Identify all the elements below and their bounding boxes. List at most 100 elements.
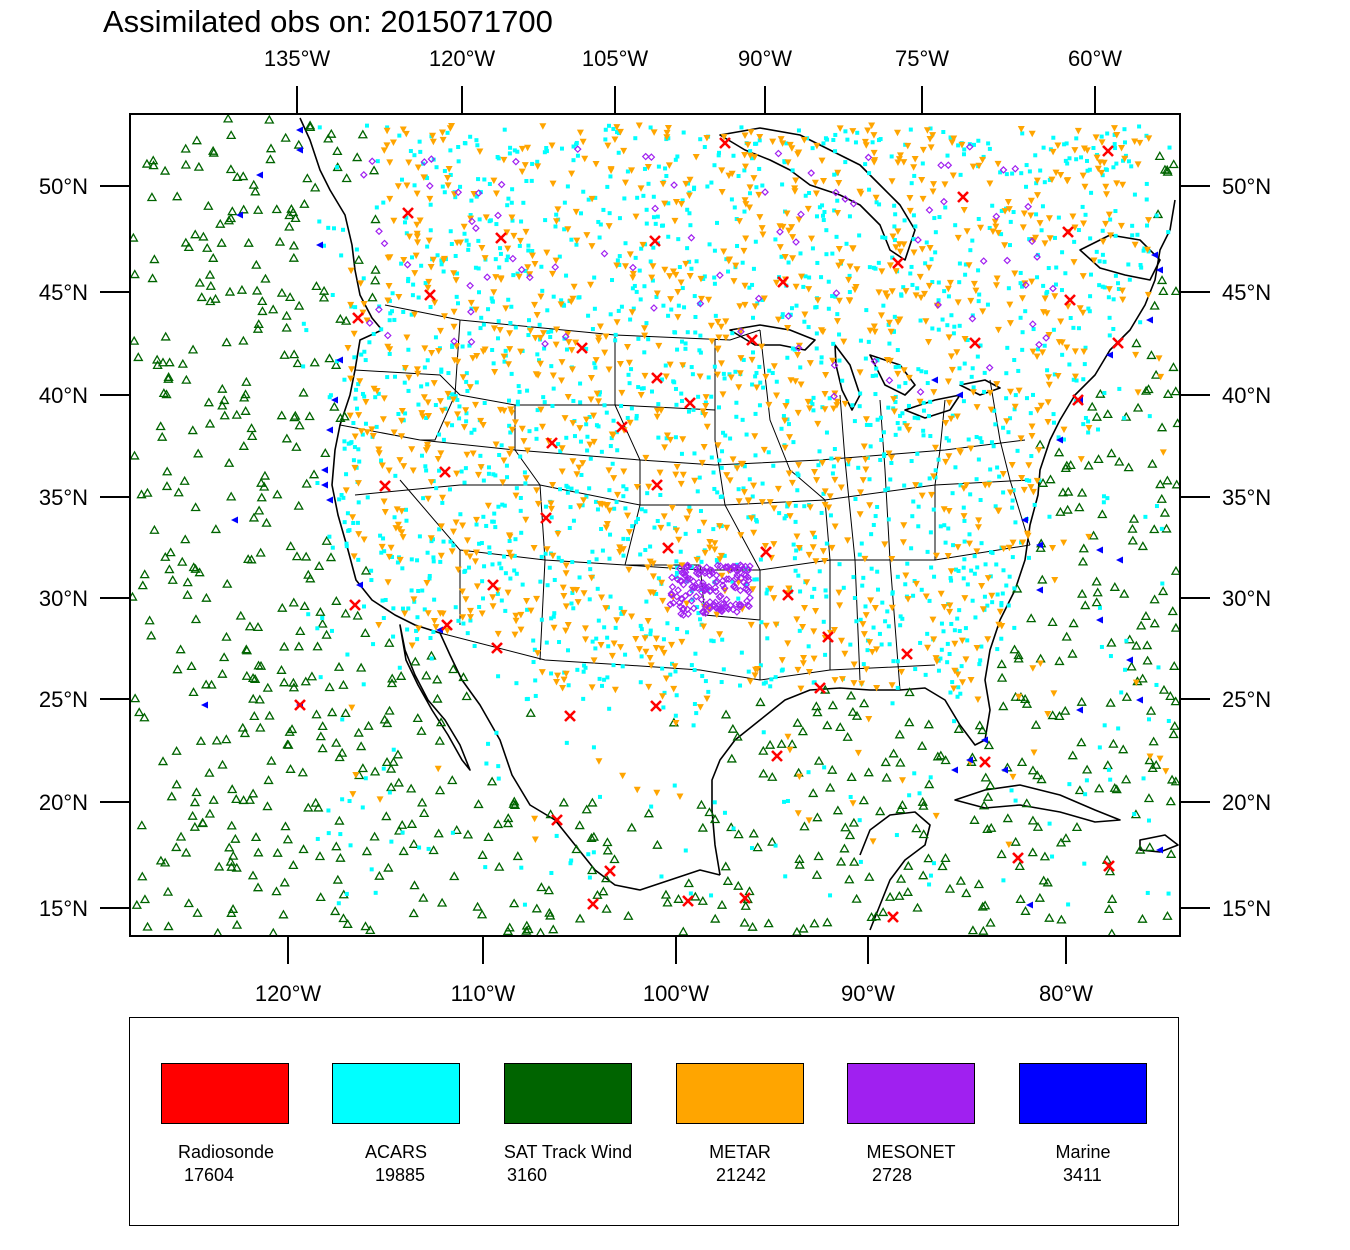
obs-marker-square bbox=[511, 273, 516, 278]
obs-marker-triangle-down bbox=[1017, 435, 1025, 442]
obs-marker-triangle-up bbox=[733, 829, 744, 839]
obs-marker-square bbox=[549, 671, 554, 676]
obs-marker-triangle-down bbox=[569, 586, 577, 594]
obs-marker-diamond bbox=[641, 152, 650, 161]
obs-marker-square bbox=[750, 282, 755, 287]
obs-marker-square bbox=[617, 254, 622, 259]
obs-marker-triangle-up bbox=[146, 192, 158, 202]
obs-marker-triangle-up bbox=[418, 892, 429, 902]
obs-marker-triangle-down bbox=[833, 398, 841, 406]
obs-marker-square bbox=[820, 213, 825, 218]
obs-marker-triangle-down bbox=[1036, 660, 1044, 667]
legend-count: 3411 bbox=[1063, 1165, 1102, 1185]
obs-marker-square bbox=[687, 211, 692, 216]
obs-marker-triangle-up bbox=[289, 349, 300, 359]
obs-marker-square bbox=[954, 668, 959, 673]
obs-marker-square bbox=[921, 408, 926, 413]
obs-marker-diamond bbox=[672, 592, 681, 601]
obs-marker-square bbox=[689, 365, 694, 370]
obs-marker-triangle-down bbox=[443, 627, 451, 635]
obs-marker-triangle-up bbox=[217, 759, 228, 769]
obs-marker-triangle-up bbox=[338, 913, 349, 923]
obs-marker-triangle-up bbox=[312, 641, 323, 651]
obs-marker-square bbox=[378, 533, 383, 538]
obs-marker-triangle-down bbox=[637, 391, 645, 399]
obs-marker-triangle-down bbox=[1085, 533, 1093, 541]
obs-marker-square bbox=[401, 418, 406, 423]
obs-marker-triangle-down bbox=[618, 389, 626, 397]
obs-marker-triangle-down bbox=[999, 470, 1007, 478]
obs-marker-square bbox=[700, 674, 705, 679]
obs-marker-square bbox=[562, 303, 567, 308]
obs-marker-diamond bbox=[686, 588, 694, 597]
obs-marker-triangle-up bbox=[1149, 618, 1160, 628]
obs-marker-square bbox=[374, 424, 379, 429]
obs-marker-square bbox=[826, 279, 831, 284]
obs-marker-triangle-up bbox=[678, 926, 689, 936]
obs-marker-square bbox=[656, 164, 661, 169]
obs-marker-triangle-down bbox=[735, 218, 743, 225]
obs-marker-triangle-up bbox=[183, 242, 194, 252]
obs-marker-triangle-down bbox=[725, 257, 733, 265]
obs-marker-square bbox=[958, 483, 963, 488]
obs-marker-triangle-down bbox=[821, 406, 829, 413]
obs-marker-triangle-up bbox=[673, 894, 684, 903]
obs-marker-triangle-down bbox=[902, 288, 910, 295]
obs-marker-x bbox=[349, 599, 361, 611]
obs-marker-triangle-down bbox=[602, 524, 610, 532]
obs-marker-square bbox=[559, 146, 564, 151]
obs-marker-triangle-up bbox=[523, 924, 534, 934]
obs-marker-triangle-down bbox=[747, 621, 755, 629]
obs-marker-square bbox=[534, 436, 539, 441]
obs-marker-square bbox=[817, 205, 822, 210]
obs-marker-triangle-up bbox=[918, 800, 929, 810]
obs-marker-square bbox=[495, 591, 500, 596]
obs-marker-triangle-down bbox=[862, 666, 870, 673]
obs-marker-square bbox=[425, 358, 430, 363]
obs-marker-square bbox=[992, 408, 997, 413]
obs-marker-triangle-down bbox=[537, 334, 545, 342]
obs-marker-triangle-down bbox=[616, 361, 624, 368]
obs-marker-square bbox=[712, 281, 717, 286]
obs-marker-triangle-down bbox=[1005, 544, 1013, 552]
obs-marker-triangle-down bbox=[806, 504, 814, 511]
obs-marker-triangle-down bbox=[492, 190, 500, 198]
obs-marker-square bbox=[446, 371, 451, 376]
obs-marker-triangle-down bbox=[1045, 332, 1053, 339]
obs-marker-square bbox=[1018, 281, 1023, 286]
obs-marker-square bbox=[601, 207, 606, 212]
obs-marker-triangle-up bbox=[190, 502, 201, 512]
obs-marker-square bbox=[621, 494, 626, 499]
obs-marker-triangle-down bbox=[460, 223, 468, 231]
obs-marker-triangle-up bbox=[1135, 844, 1146, 854]
obs-marker-square bbox=[491, 361, 496, 366]
obs-marker-square bbox=[645, 491, 650, 496]
obs-marker-triangle-up bbox=[812, 812, 823, 822]
obs-marker-diamond bbox=[1003, 256, 1012, 265]
obs-marker-square bbox=[401, 309, 406, 314]
obs-marker-square bbox=[1126, 262, 1131, 267]
obs-marker-square bbox=[1088, 294, 1093, 299]
obs-marker-triangle-down bbox=[932, 655, 940, 662]
obs-marker-triangle-up bbox=[226, 907, 237, 917]
obs-marker-triangle-down bbox=[718, 189, 726, 196]
obs-marker-triangle-down bbox=[666, 564, 674, 572]
obs-marker-square bbox=[569, 858, 574, 863]
obs-marker-square bbox=[504, 463, 509, 468]
obs-marker-square bbox=[415, 615, 420, 620]
obs-marker-triangle-up bbox=[1158, 286, 1169, 296]
obs-marker-square bbox=[392, 374, 397, 379]
obs-marker-square bbox=[942, 523, 947, 528]
obs-marker-triangle-down bbox=[918, 492, 926, 500]
obs-marker-triangle-down bbox=[717, 552, 725, 560]
obs-marker-triangle-up bbox=[252, 323, 264, 333]
obs-marker-triangle-down bbox=[1028, 278, 1036, 286]
obs-marker-square bbox=[1100, 284, 1105, 289]
obs-marker-square bbox=[1130, 233, 1135, 238]
obs-marker-square bbox=[353, 396, 358, 401]
obs-marker-triangle-down bbox=[379, 416, 387, 423]
obs-marker-square bbox=[740, 417, 745, 422]
obs-marker-triangle-up bbox=[187, 344, 199, 354]
obs-marker-triangle-up bbox=[241, 376, 252, 386]
obs-marker-triangle-down bbox=[708, 338, 716, 345]
